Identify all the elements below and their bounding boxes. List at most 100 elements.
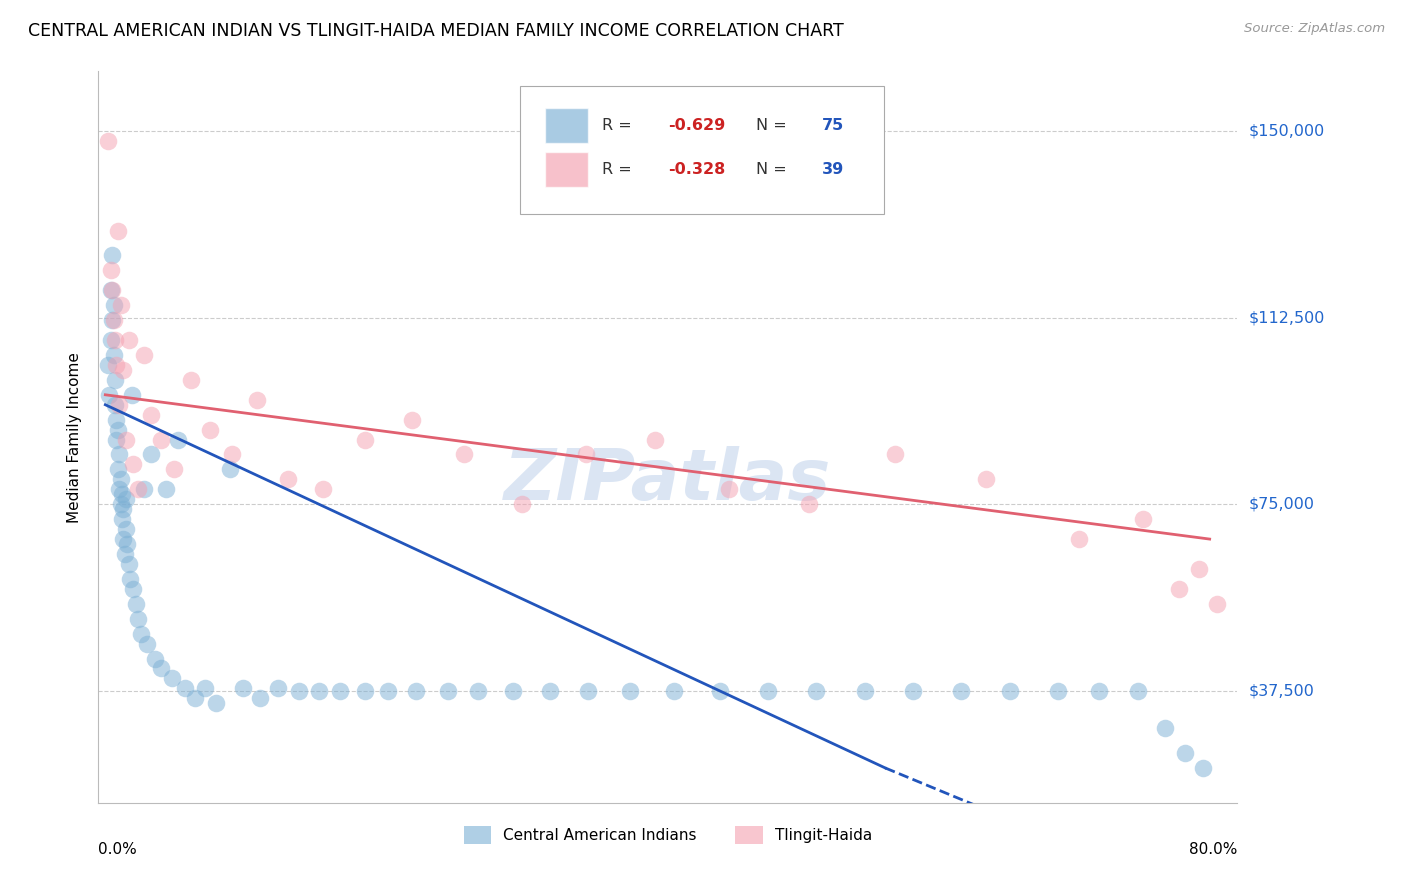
Point bbox=[104, 373, 127, 387]
Point bbox=[101, 283, 124, 297]
Point bbox=[718, 483, 741, 497]
Point bbox=[129, 626, 152, 640]
Point bbox=[249, 691, 271, 706]
FancyBboxPatch shape bbox=[520, 86, 884, 214]
Point bbox=[139, 448, 162, 462]
Point bbox=[884, 448, 907, 462]
Point bbox=[308, 683, 330, 698]
Point bbox=[200, 423, 222, 437]
Text: $75,000: $75,000 bbox=[1249, 497, 1315, 512]
Point bbox=[98, 388, 121, 402]
Point bbox=[107, 462, 129, 476]
Point bbox=[100, 283, 122, 297]
Point bbox=[204, 696, 226, 710]
Point bbox=[998, 683, 1021, 698]
Text: CENTRAL AMERICAN INDIAN VS TLINGIT-HAIDA MEDIAN FAMILY INCOME CORRELATION CHART: CENTRAL AMERICAN INDIAN VS TLINGIT-HAIDA… bbox=[28, 22, 844, 40]
Point bbox=[108, 398, 131, 412]
Point bbox=[799, 497, 821, 511]
Text: -0.328: -0.328 bbox=[668, 161, 725, 177]
Point bbox=[1205, 597, 1227, 611]
Point bbox=[806, 683, 828, 698]
Point bbox=[117, 537, 139, 551]
Point bbox=[377, 683, 399, 698]
Text: $150,000: $150,000 bbox=[1249, 124, 1324, 138]
Point bbox=[287, 683, 309, 698]
Point bbox=[1191, 761, 1213, 775]
Point bbox=[104, 333, 127, 347]
Point bbox=[232, 681, 254, 696]
Point bbox=[538, 683, 561, 698]
Point bbox=[112, 363, 135, 377]
Text: -0.629: -0.629 bbox=[668, 118, 725, 133]
Point bbox=[105, 433, 128, 447]
Point bbox=[1126, 683, 1149, 698]
Point bbox=[246, 392, 269, 407]
Point bbox=[125, 597, 148, 611]
Point bbox=[97, 134, 120, 148]
Text: Source: ZipAtlas.com: Source: ZipAtlas.com bbox=[1244, 22, 1385, 36]
FancyBboxPatch shape bbox=[546, 108, 588, 143]
Text: N =: N = bbox=[755, 118, 792, 133]
Point bbox=[353, 683, 375, 698]
Point bbox=[277, 472, 299, 486]
Point bbox=[115, 492, 138, 507]
Point bbox=[97, 358, 120, 372]
Point bbox=[709, 683, 731, 698]
Text: 0.0%: 0.0% bbox=[98, 842, 138, 856]
Point bbox=[578, 683, 600, 698]
Point bbox=[149, 433, 172, 447]
Point bbox=[110, 298, 132, 312]
Point bbox=[1046, 683, 1069, 698]
Point bbox=[103, 348, 125, 362]
Point bbox=[132, 348, 155, 362]
Point bbox=[756, 683, 779, 698]
Point bbox=[1132, 512, 1154, 526]
Point bbox=[1154, 721, 1177, 735]
Point bbox=[184, 691, 207, 706]
Point bbox=[167, 433, 190, 447]
Point bbox=[1174, 746, 1197, 760]
Text: $37,500: $37,500 bbox=[1249, 683, 1315, 698]
Point bbox=[105, 412, 128, 426]
Point bbox=[510, 497, 533, 511]
Point bbox=[1188, 562, 1211, 576]
Point bbox=[127, 612, 149, 626]
Text: N =: N = bbox=[755, 161, 792, 177]
Point bbox=[111, 512, 134, 526]
Point bbox=[467, 683, 489, 698]
Point bbox=[139, 408, 162, 422]
Point bbox=[101, 248, 124, 262]
Text: $112,500: $112,500 bbox=[1249, 310, 1324, 326]
Point bbox=[120, 572, 142, 586]
Point bbox=[115, 522, 138, 536]
Point bbox=[115, 433, 138, 447]
Text: R =: R = bbox=[602, 118, 637, 133]
Point bbox=[174, 681, 197, 696]
Point bbox=[122, 458, 145, 472]
Text: R =: R = bbox=[602, 161, 637, 177]
Point bbox=[853, 683, 876, 698]
Point bbox=[1088, 683, 1111, 698]
Point bbox=[122, 582, 145, 596]
FancyBboxPatch shape bbox=[546, 152, 588, 187]
Point bbox=[218, 462, 240, 476]
Point bbox=[901, 683, 924, 698]
Point bbox=[644, 433, 666, 447]
Point bbox=[108, 448, 131, 462]
Text: 80.0%: 80.0% bbox=[1189, 842, 1237, 856]
Point bbox=[155, 483, 177, 497]
Point bbox=[118, 557, 141, 571]
Point bbox=[267, 681, 290, 696]
Point bbox=[221, 448, 243, 462]
Point bbox=[1168, 582, 1191, 596]
Point bbox=[405, 683, 427, 698]
Point bbox=[108, 483, 131, 497]
Point bbox=[110, 497, 132, 511]
Legend: Central American Indians, Tlingit-Haida: Central American Indians, Tlingit-Haida bbox=[457, 820, 879, 850]
Point bbox=[575, 448, 598, 462]
Point bbox=[163, 462, 186, 476]
Point bbox=[107, 224, 129, 238]
Point bbox=[312, 483, 335, 497]
Point bbox=[160, 672, 183, 686]
Point bbox=[127, 483, 149, 497]
